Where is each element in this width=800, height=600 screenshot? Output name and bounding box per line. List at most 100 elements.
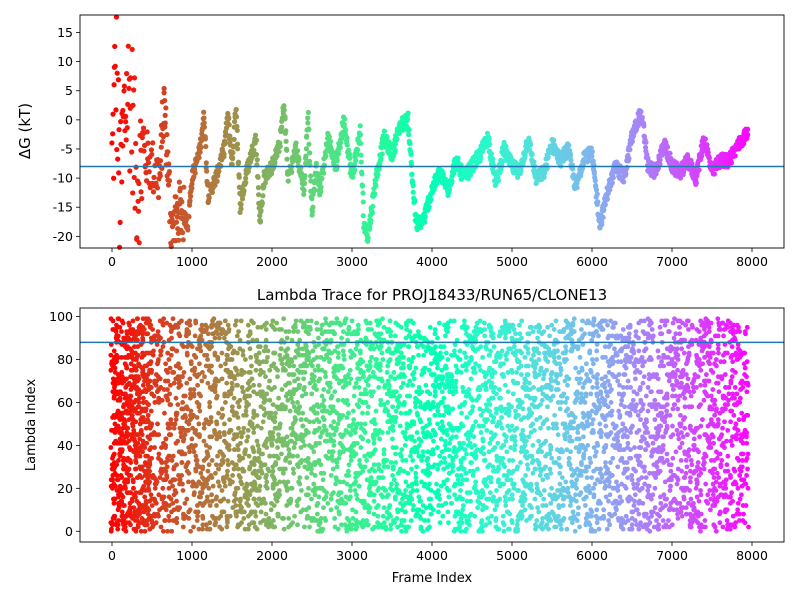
lambda-point	[433, 344, 438, 350]
dg-point	[123, 113, 129, 119]
lambda-point	[180, 481, 185, 487]
lambda-point	[235, 447, 241, 453]
dg-point	[306, 141, 312, 147]
dg-point	[704, 142, 710, 148]
lambda-point	[276, 395, 281, 401]
lambda-point	[362, 387, 368, 392]
lambda-point	[381, 447, 387, 453]
lambda-point	[431, 438, 436, 444]
lambda-point	[354, 440, 360, 446]
lambda-point	[365, 382, 371, 388]
dg-point	[259, 200, 265, 206]
dg-point	[233, 106, 239, 113]
dg-point	[284, 147, 290, 153]
lambda-point	[183, 415, 188, 420]
dg-point	[189, 185, 195, 191]
lambda-point	[111, 496, 116, 502]
lambda-point	[420, 528, 426, 534]
lambda-point	[235, 485, 241, 491]
lambda-point	[311, 449, 317, 455]
lambda-point	[119, 370, 125, 375]
lambda-point	[181, 436, 187, 442]
lambda-point	[384, 370, 390, 375]
lambda-point	[274, 320, 280, 326]
lambda-point	[323, 494, 329, 500]
lambda-point	[112, 483, 118, 489]
lambda-point	[214, 494, 219, 500]
lambda-point	[187, 417, 193, 423]
lambda-point	[225, 468, 230, 474]
lambda-point	[154, 479, 160, 485]
lambda-point	[384, 458, 390, 463]
lambda-point	[156, 451, 162, 457]
lambda-point	[290, 520, 296, 526]
lambda-point	[251, 430, 257, 435]
lambda-point	[419, 458, 424, 463]
lambda-point	[405, 344, 411, 350]
lambda-point	[180, 488, 186, 493]
lambda-point	[234, 367, 240, 373]
lambda-point	[387, 318, 393, 324]
lambda-point	[212, 387, 218, 392]
lambda-point	[273, 410, 278, 416]
dg-point	[234, 123, 240, 130]
dg-point	[123, 119, 129, 125]
lambda-point	[435, 421, 440, 427]
dg-point	[253, 137, 260, 143]
lambda-point	[204, 494, 210, 500]
lambda-point	[410, 382, 415, 388]
lambda-point	[331, 419, 337, 425]
lambda-point	[285, 479, 291, 485]
dg-point	[621, 179, 627, 185]
dg-point	[328, 146, 334, 152]
lambda-point	[372, 421, 378, 427]
dg-point	[186, 214, 192, 220]
dg-point	[110, 111, 116, 117]
lambda-point	[386, 346, 392, 352]
lambda-point	[397, 393, 403, 399]
lambda-point	[182, 393, 188, 399]
lambda-point	[158, 445, 164, 450]
lambda-point	[167, 365, 173, 371]
lambda-point	[352, 488, 358, 493]
dg-point	[229, 156, 236, 162]
lambda-point	[333, 481, 339, 487]
lambda-point	[165, 387, 170, 392]
lambda-point	[327, 432, 333, 438]
dg-point	[302, 173, 308, 179]
lambda-point	[355, 322, 361, 328]
lambda-point	[392, 333, 398, 339]
lambda-point	[147, 498, 153, 504]
dg-point	[357, 123, 363, 129]
dg-point	[158, 144, 164, 150]
lambda-point	[217, 430, 222, 435]
dg-point	[326, 134, 332, 140]
lambda-point	[272, 462, 278, 468]
lambda-point	[108, 445, 114, 450]
lambda-point	[165, 378, 171, 384]
lambda-point	[400, 430, 406, 435]
lambda-point	[140, 335, 146, 341]
dg-point	[358, 152, 364, 158]
lambda-point	[185, 460, 191, 465]
lambda-point	[334, 464, 340, 470]
lambda-point	[224, 380, 230, 386]
lambda-point	[197, 408, 203, 414]
lambda-point	[411, 370, 417, 375]
dg-point	[197, 149, 203, 155]
lambda-point	[318, 434, 323, 440]
dg-point	[173, 219, 180, 225]
dg-point	[126, 85, 132, 92]
lambda-point	[140, 449, 145, 455]
lambda-point	[205, 380, 211, 386]
lambda-point	[435, 408, 441, 414]
dg-point	[214, 178, 220, 184]
lambda-point	[188, 408, 194, 414]
dg-point	[162, 120, 168, 126]
lambda-point	[216, 466, 222, 472]
lambda-point	[445, 357, 451, 362]
lambda-point	[360, 359, 366, 365]
lambda-point	[439, 389, 445, 395]
lambda-point	[346, 410, 351, 416]
lambda-point	[243, 447, 248, 453]
